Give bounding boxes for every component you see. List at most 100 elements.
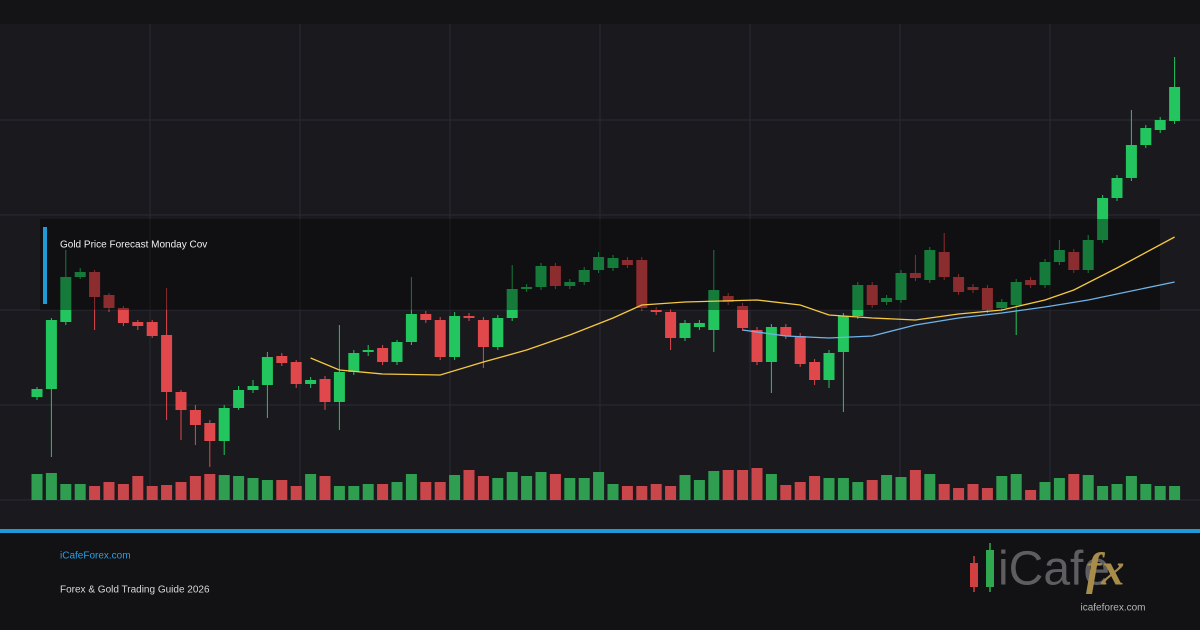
candle-body	[420, 314, 432, 320]
candle-body	[1169, 87, 1181, 121]
candle-body	[852, 285, 864, 316]
plot	[31, 57, 1181, 500]
candle-body	[1140, 128, 1152, 145]
volume-bar	[103, 482, 115, 500]
title-overlay: Gold Price Forecast Monday Cov	[40, 219, 1160, 310]
candle-body	[981, 288, 993, 310]
candle-body	[521, 287, 533, 289]
candle-body	[924, 250, 936, 280]
candle-body	[593, 257, 605, 270]
candle-body	[996, 302, 1008, 308]
volume-bar	[924, 474, 936, 500]
volume-bar	[881, 475, 893, 500]
volume-bar	[708, 471, 720, 500]
volume-bar	[247, 478, 259, 500]
candle-body	[665, 312, 677, 338]
candle-body	[564, 282, 576, 286]
volume-bar	[837, 478, 849, 500]
candle-body	[751, 330, 763, 362]
candle-body	[333, 372, 345, 402]
candle-body	[1111, 178, 1123, 198]
candle-body	[866, 285, 878, 305]
volume-bar	[506, 472, 518, 500]
candle-body	[434, 320, 446, 357]
logo-icon	[986, 550, 994, 587]
volume-bar	[794, 482, 806, 500]
volume-bar	[233, 476, 245, 500]
logo-icon	[970, 563, 978, 587]
candle-body	[1053, 250, 1065, 262]
volume-bar	[377, 484, 389, 500]
candle-body	[549, 266, 561, 286]
volume-bar	[1053, 478, 1065, 500]
candle-body	[578, 270, 590, 282]
logo-name: iCafe	[998, 543, 1110, 596]
candle-body	[319, 379, 331, 402]
candle-body	[276, 356, 288, 363]
volume-bar	[1010, 474, 1022, 500]
volume-bar	[31, 474, 43, 500]
candle-body	[1097, 198, 1109, 240]
volume-bar	[89, 486, 101, 500]
volume-bar	[1125, 476, 1137, 500]
candle-body	[636, 260, 648, 308]
volume-bar	[161, 485, 173, 500]
candle-body	[607, 258, 619, 268]
candle-body	[1039, 262, 1051, 285]
volume-bar	[679, 475, 691, 500]
volume-bar	[449, 475, 461, 500]
candle-body	[794, 336, 806, 364]
volume-bar	[362, 484, 374, 500]
candle-body	[1010, 282, 1022, 305]
candle-body	[1125, 145, 1137, 178]
candle-body	[895, 273, 907, 300]
volume-bar	[636, 486, 648, 500]
footer-site: iCafeForex.com	[60, 551, 131, 562]
volume-bar	[564, 478, 576, 500]
volume-bar	[290, 486, 302, 500]
candle-body	[204, 423, 216, 441]
overlay-title: Gold Price Forecast Monday Cov	[60, 240, 207, 251]
candle-body	[117, 308, 129, 323]
candle-body	[348, 353, 360, 372]
candle-body	[909, 273, 921, 278]
candle-body	[60, 277, 72, 322]
candle-body	[722, 296, 734, 302]
candle-body	[780, 327, 792, 336]
candle-body	[189, 410, 201, 425]
volume-bar	[1082, 475, 1094, 500]
candle-body	[1025, 280, 1037, 285]
volume-bar	[866, 480, 878, 500]
volume-bar	[333, 486, 345, 500]
candle-body	[679, 323, 691, 338]
volume-bar	[463, 470, 475, 500]
volume-bar	[348, 486, 360, 500]
volume-bar	[780, 485, 792, 500]
volume-bar	[967, 484, 979, 500]
candle-body	[477, 320, 489, 347]
candle-body	[305, 380, 317, 384]
volume-bar	[434, 482, 446, 500]
divider	[0, 529, 1200, 533]
candle-body	[809, 362, 821, 380]
volume-bar	[1097, 486, 1109, 500]
candle-body	[290, 362, 302, 384]
candle-body	[650, 310, 662, 312]
volume-bar	[420, 482, 432, 500]
candle-body	[233, 390, 245, 408]
volume-bar	[391, 482, 403, 500]
volume-bar	[765, 474, 777, 500]
volume-bar	[693, 480, 705, 500]
candle-body	[463, 316, 475, 318]
volume-bar	[996, 476, 1008, 500]
volume-bar	[521, 476, 533, 500]
volume-bar	[1140, 484, 1152, 500]
candle-body	[161, 335, 173, 392]
volume-bar	[953, 488, 965, 500]
candle-body	[362, 350, 374, 352]
volume-bar	[319, 476, 331, 500]
volume-bar	[809, 476, 821, 500]
candle-body	[175, 392, 187, 410]
moving-average	[742, 281, 1175, 339]
volume-bar	[593, 472, 605, 500]
